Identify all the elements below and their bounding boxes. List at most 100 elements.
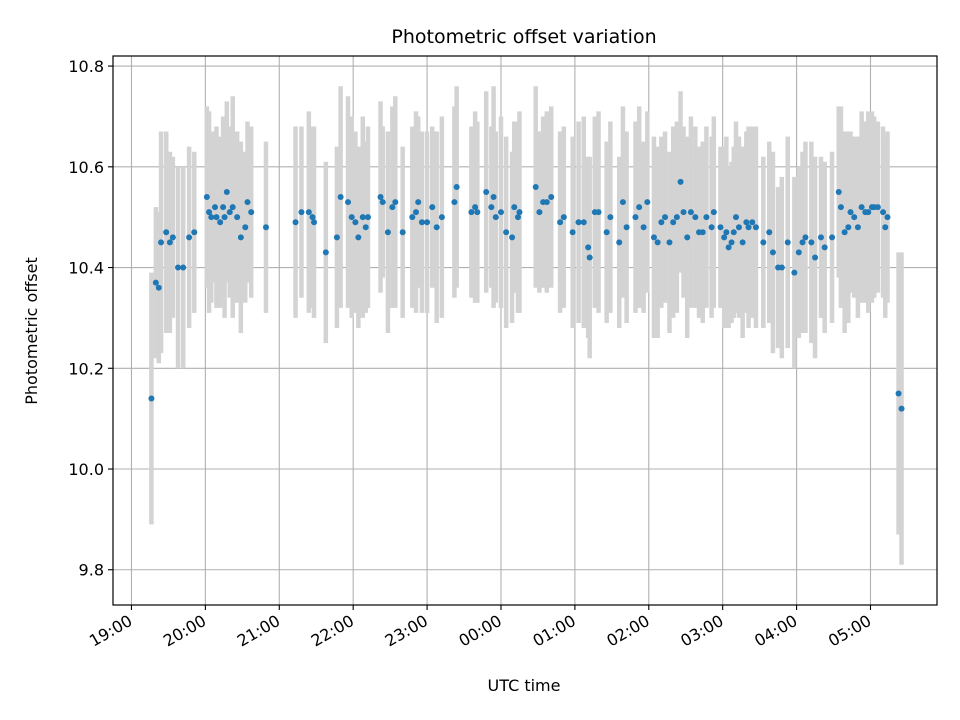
data-point (424, 219, 431, 226)
data-point (298, 209, 305, 216)
data-point (760, 239, 767, 246)
data-point (865, 209, 872, 216)
data-point (292, 219, 299, 226)
data-point (743, 219, 750, 226)
data-point (322, 249, 329, 256)
data-point (206, 209, 213, 216)
data-point (191, 229, 198, 236)
data-point (244, 199, 251, 206)
data-point (595, 209, 602, 216)
data-point (640, 224, 647, 231)
data-point (808, 239, 815, 246)
data-point (829, 234, 836, 241)
data-point (882, 224, 889, 231)
data-point (226, 209, 233, 216)
data-point (345, 199, 352, 206)
data-point (355, 234, 362, 241)
data-point (650, 234, 657, 241)
data-point (884, 214, 891, 221)
data-point (687, 209, 694, 216)
data-point (166, 239, 173, 246)
data-point (221, 214, 228, 221)
data-point (305, 209, 312, 216)
data-point (242, 224, 249, 231)
data-point (152, 279, 159, 286)
data-point (749, 219, 756, 226)
y-tick-label: 10.2 (68, 359, 104, 378)
data-point (607, 214, 614, 221)
data-point (248, 209, 255, 216)
data-point (616, 239, 623, 246)
data-point (175, 264, 182, 271)
data-point (186, 234, 193, 241)
data-point (490, 194, 497, 201)
data-point (438, 214, 445, 221)
data-point (745, 224, 752, 231)
data-point (163, 229, 170, 236)
data-point (670, 219, 677, 226)
data-point (392, 199, 399, 206)
data-point (412, 209, 419, 216)
data-point (898, 405, 905, 412)
data-point (586, 254, 593, 261)
data-point (739, 239, 746, 246)
y-tick-label: 10.8 (68, 57, 104, 76)
y-axis-ticks: 9.8 10.0 10.2 10.4 10.6 10.8 (68, 57, 113, 580)
data-point (180, 264, 187, 271)
data-point (791, 269, 798, 276)
data-point (337, 194, 344, 201)
data-point (778, 264, 785, 271)
data-point (229, 204, 236, 211)
y-tick-label: 10.6 (68, 158, 104, 177)
data-point (348, 214, 355, 221)
data-point (220, 204, 227, 211)
data-point (453, 183, 460, 190)
data-point (548, 194, 555, 201)
data-point (662, 214, 669, 221)
data-point (203, 194, 210, 201)
data-point (812, 254, 819, 261)
data-point (730, 229, 737, 236)
data-point (673, 214, 680, 221)
data-point (352, 219, 359, 226)
data-point (784, 239, 791, 246)
data-point (821, 244, 828, 251)
data-point (752, 224, 759, 231)
data-point (795, 249, 802, 256)
data-point (703, 214, 710, 221)
data-point (732, 214, 739, 221)
data-point (415, 199, 422, 206)
data-point (155, 284, 162, 291)
data-point (516, 209, 523, 216)
data-point (223, 188, 230, 195)
data-point (802, 234, 809, 241)
data-point (835, 188, 842, 195)
data-point (472, 204, 479, 211)
data-point (723, 229, 730, 236)
data-point (497, 209, 504, 216)
data-point (725, 244, 732, 251)
data-point (492, 214, 499, 221)
data-point (377, 194, 384, 201)
data-point (211, 204, 218, 211)
data-point (654, 239, 661, 246)
data-point (603, 229, 610, 236)
data-point (379, 199, 386, 206)
data-point (213, 214, 220, 221)
data-point (234, 214, 241, 221)
data-point (158, 239, 165, 246)
data-point (409, 214, 416, 221)
data-point (847, 209, 854, 216)
data-point (699, 229, 706, 236)
data-point (721, 234, 728, 241)
y-tick-label: 10.0 (68, 460, 104, 479)
data-point (799, 239, 806, 246)
data-point (728, 239, 735, 246)
data-point (841, 229, 848, 236)
data-point (636, 204, 643, 211)
data-point (451, 199, 458, 206)
data-point (560, 214, 567, 221)
data-point (858, 204, 865, 211)
data-point (623, 224, 630, 231)
y-tick-label: 10.4 (68, 259, 104, 278)
